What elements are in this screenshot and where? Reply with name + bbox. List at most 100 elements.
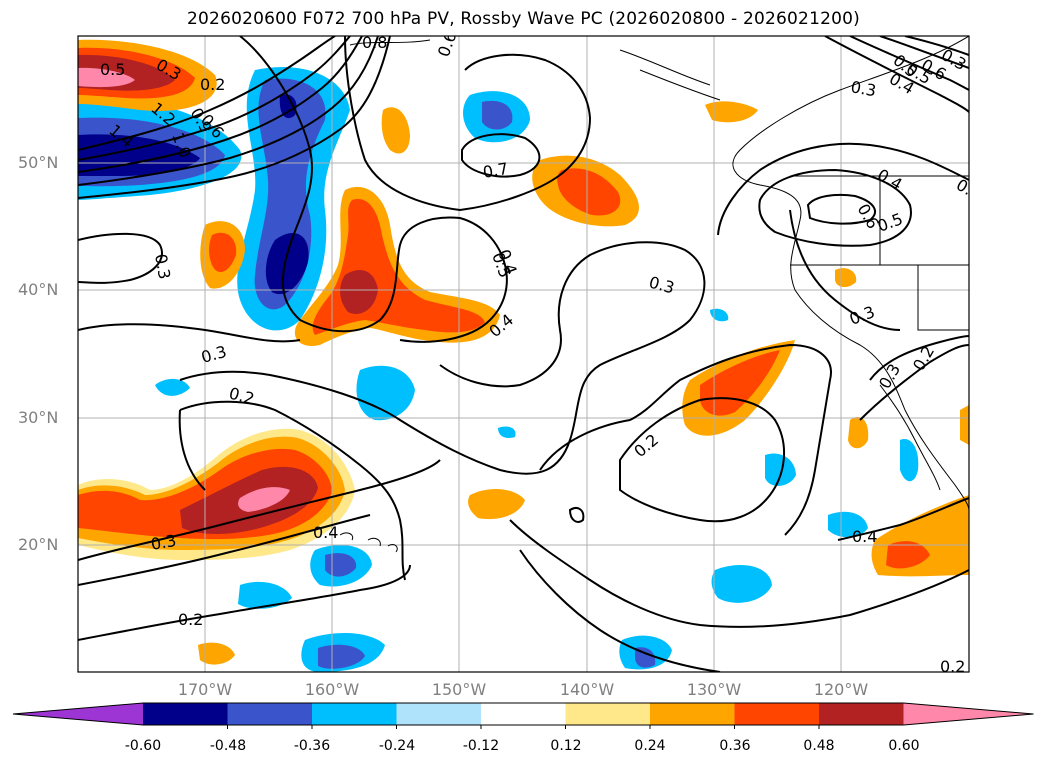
contour-jet-3 <box>78 36 363 173</box>
colorbar-tick-label: -0.48 <box>209 738 247 754</box>
contour-jet-4 <box>78 36 379 186</box>
contour-label: 0.2 <box>178 610 203 629</box>
lon-tick-label: 140°W <box>559 680 615 699</box>
contour-label: 0.8 <box>362 33 387 52</box>
shade-neg-north-pacific-core <box>482 100 513 130</box>
contour-trough <box>239 36 508 343</box>
contour-east-top-0.6 <box>806 193 876 225</box>
shade-neg-small-1 <box>155 378 190 396</box>
shade-pos-north <box>381 107 410 154</box>
contour-ne-3 <box>904 36 969 56</box>
pv-contours <box>78 36 969 672</box>
shade-neg-south-bottom-core <box>318 644 365 669</box>
contour-label: 0.6 <box>434 29 461 59</box>
shade-pos-northwest-core <box>78 67 135 88</box>
contour-label: 0.2 <box>200 75 225 94</box>
shade-pos-west-core <box>209 232 237 273</box>
shade-pos-central-east-core <box>700 350 780 416</box>
shade-pos-ridge-core <box>340 270 378 314</box>
contour-east-0.2 <box>859 344 969 421</box>
contour-0.4-ne <box>824 36 969 113</box>
colorbar-segment <box>650 703 735 725</box>
shade-pos-small-coast <box>835 268 857 288</box>
lat-tick-label: 50°N <box>18 153 59 172</box>
shade-neg-east <box>828 511 868 538</box>
colorbar-tick-label: 0.12 <box>550 738 582 754</box>
map-frame <box>77 35 970 673</box>
colorbar-segment <box>481 703 566 725</box>
shade-pos-small-center <box>468 488 525 520</box>
shade-pos-small-ne <box>705 101 758 123</box>
shade-neg-south-west <box>238 581 292 609</box>
contour-label: 0.3 <box>151 252 174 280</box>
contour-label: 0.3 <box>149 531 177 554</box>
shade-pos-southeast-core <box>886 541 930 569</box>
colorbar-tick-label: 0.36 <box>719 738 751 754</box>
baja-coast <box>879 384 941 491</box>
shade-neg-small-3 <box>710 308 729 322</box>
contour-east-0.3 <box>539 343 832 536</box>
contour-bottom <box>519 549 721 672</box>
contour-0.2-central <box>179 400 406 581</box>
contour-0.2-loop <box>178 409 206 491</box>
shade-neg-central <box>356 365 415 421</box>
contour-label: 0.3 <box>849 77 877 100</box>
colorbar-segment <box>396 703 482 725</box>
lon-tick-label: 170°W <box>177 680 233 699</box>
colorbar-segment <box>143 703 228 725</box>
contour-label: 0.7 <box>481 159 509 182</box>
contour-jet-2 <box>78 36 351 161</box>
contour-label: 0.2 <box>940 657 965 676</box>
shade-neg-small-2 <box>498 426 516 438</box>
contour-ridge-ne <box>344 36 592 212</box>
colorbar-tick-label: 0.60 <box>888 738 920 754</box>
lon-tick-label: 160°W <box>304 680 360 699</box>
lon-tick-label: 150°W <box>431 680 487 699</box>
colorbar-extend-max <box>903 703 1034 725</box>
colorbar-segment <box>227 703 313 725</box>
shade-neg-southeast-2 <box>765 453 796 486</box>
contour-label: 0.4 <box>313 523 338 542</box>
coastline-north-america <box>732 36 969 511</box>
colorbar-segment <box>312 703 397 725</box>
contour-east-upper <box>717 142 969 236</box>
shade-neg-coast <box>900 439 919 482</box>
contour-lower-east <box>509 519 969 628</box>
colorbar-tick-label: 0.48 <box>803 738 835 754</box>
shade-neg-west-strip-core <box>78 134 200 176</box>
contour-0.3-west <box>78 232 301 343</box>
coastlines <box>339 36 969 553</box>
contour-south-1 <box>78 459 441 561</box>
colorbar-segment <box>565 703 651 725</box>
colorbar-tick-label: -0.60 <box>124 738 162 754</box>
shade-pos-southwest-core <box>238 487 290 512</box>
contour-east-0.3-b <box>789 209 901 331</box>
contour-label: 0.4 <box>852 527 877 546</box>
contour-0.4-se <box>837 497 969 541</box>
contour-small-loop <box>568 507 585 523</box>
lon-tick-label: 120°W <box>813 680 869 699</box>
shade-pos-small-south <box>198 642 235 665</box>
lat-tick-label: 20°N <box>18 535 59 554</box>
shade-pos-northeast-core <box>557 168 621 216</box>
contour-east-0.2 <box>619 397 786 523</box>
shade-pos-east-edge <box>960 405 969 445</box>
lon-tick-label: 130°W <box>686 680 742 699</box>
colorbar-tick-label: -0.36 <box>293 738 331 754</box>
contour-ne-1 <box>849 36 969 91</box>
shade-neg-bottom-center-core <box>635 647 656 668</box>
shade-neg-southeast <box>711 565 772 603</box>
gridlines <box>78 36 969 672</box>
shade-neg-trough-core <box>265 233 309 295</box>
shade-neg-south-central-core <box>325 553 357 577</box>
lat-tick-label: 30°N <box>18 408 59 427</box>
colorbar-extend-min <box>13 703 143 725</box>
colorbar-outline <box>12 702 1034 726</box>
contour-jet-1 <box>78 36 336 151</box>
colorbar-tick-label: 0.24 <box>634 738 666 754</box>
shade-pos-small-coast2 <box>848 416 869 449</box>
contour-east-top <box>758 168 912 247</box>
colorbar-segment <box>819 703 904 725</box>
contour-0.2-south <box>78 564 411 641</box>
